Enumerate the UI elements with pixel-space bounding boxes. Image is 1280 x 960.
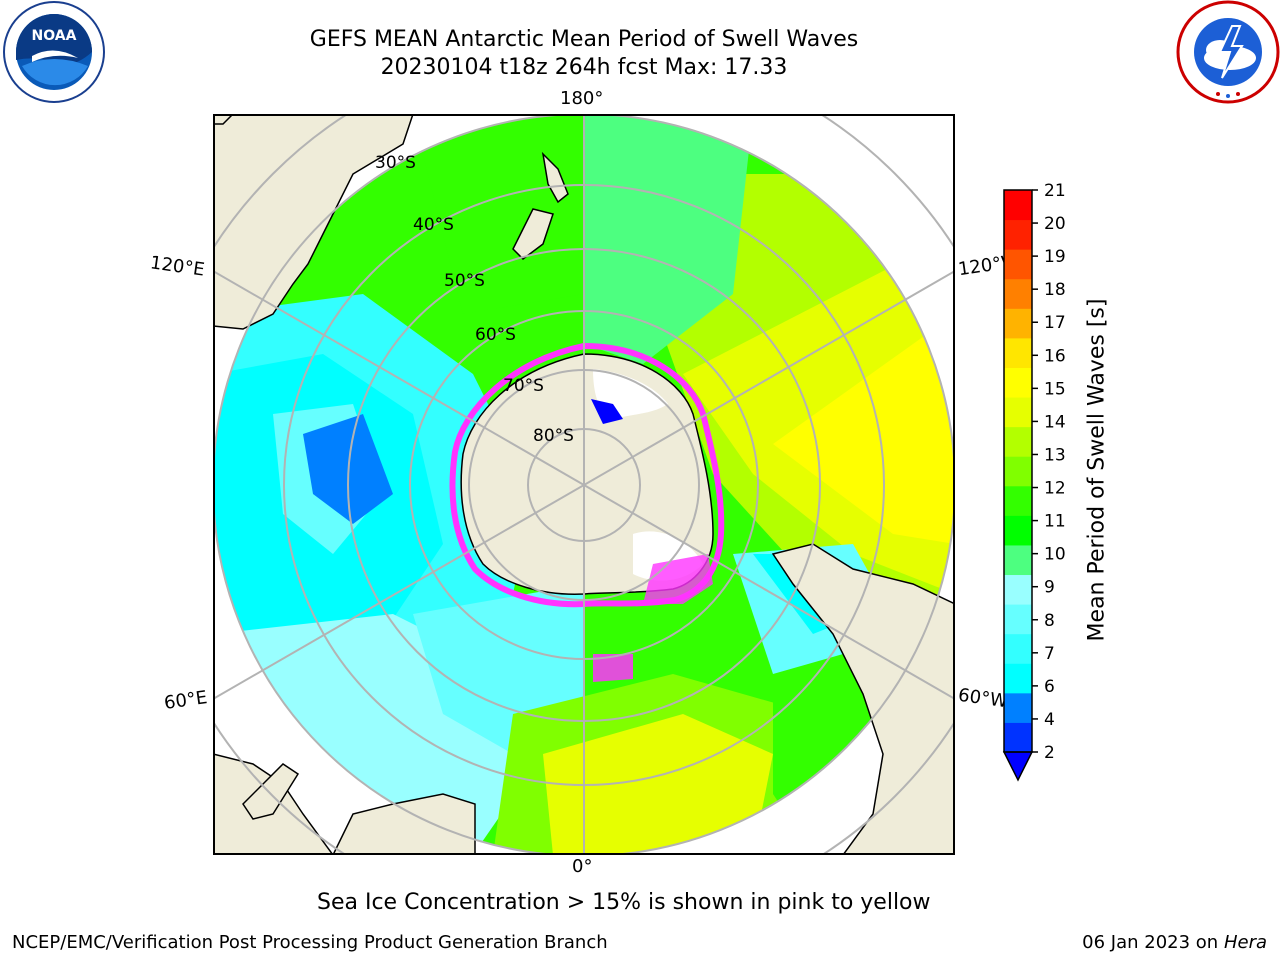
colorbar-bin bbox=[1004, 337, 1032, 368]
lon-label-120e: 120°E bbox=[148, 252, 206, 281]
colorbar-tick-label: 21 bbox=[1044, 181, 1066, 201]
colorbar-tick-label: 10 bbox=[1044, 545, 1066, 565]
colorbar-label: Mean Period of Swell Waves [s] bbox=[1084, 298, 1110, 642]
lat-label-60s: 60°S bbox=[475, 325, 516, 345]
svg-text:NOAA: NOAA bbox=[32, 28, 77, 44]
lat-label-80s: 80°S bbox=[533, 426, 574, 446]
colorbar-bin bbox=[1004, 397, 1032, 428]
colorbar-tick-label: 20 bbox=[1044, 214, 1066, 234]
colorbar-bin bbox=[1004, 722, 1032, 753]
footer-host: Hera bbox=[1223, 932, 1267, 953]
lat-label-50s: 50°S bbox=[444, 271, 485, 291]
lon-label-180: 180° bbox=[560, 88, 604, 109]
land bbox=[213, 114, 955, 855]
colorbar-bin bbox=[1004, 426, 1032, 457]
polar-map: 30°S 40°S 50°S 60°S 70°S 80°S bbox=[213, 114, 955, 855]
colorbar-bin bbox=[1004, 574, 1032, 605]
colorbar-tick-label: 9 bbox=[1044, 578, 1055, 598]
colorbar-bin bbox=[1004, 663, 1032, 694]
nws-logo bbox=[1176, 0, 1280, 104]
colorbar-tick-label: 15 bbox=[1044, 379, 1066, 399]
colorbar-bin bbox=[1004, 249, 1032, 280]
lon-label-60e: 60°E bbox=[162, 687, 209, 714]
colorbar-tick-label: 8 bbox=[1044, 611, 1055, 631]
antarctica bbox=[449, 342, 725, 682]
colorbar-bin bbox=[1004, 633, 1032, 664]
lat-label-30s: 30°S bbox=[375, 153, 416, 173]
footer-branch: NCEP/EMC/Verification Post Processing Pr… bbox=[12, 932, 608, 953]
graticule bbox=[213, 114, 955, 855]
chart-subtitle: 20230104 t18z 264h fcst Max: 17.33 bbox=[380, 55, 788, 80]
colorbar-bin bbox=[1004, 485, 1032, 516]
colorbar-tick-label: 2 bbox=[1044, 743, 1055, 763]
colorbar-frame bbox=[1003, 189, 1033, 753]
sea-ice-note: Sea Ice Concentration > 15% is shown in … bbox=[317, 890, 931, 915]
colorbar-tick-label: 19 bbox=[1044, 247, 1066, 267]
colorbar-extend-arrow bbox=[1002, 751, 1034, 782]
colorbar-tick-label: 4 bbox=[1044, 710, 1055, 730]
colorbar-tick-label: 6 bbox=[1044, 677, 1055, 697]
chart-title: GEFS MEAN Antarctic Mean Period of Swell… bbox=[309, 27, 859, 52]
colorbar-tick-label: 18 bbox=[1044, 280, 1066, 300]
colorbar-tick-label: 17 bbox=[1044, 313, 1066, 333]
colorbar-bin bbox=[1004, 367, 1032, 398]
colorbar-bin bbox=[1004, 515, 1032, 546]
colorbar-bin bbox=[1004, 456, 1032, 487]
colorbar-bin bbox=[1004, 308, 1032, 339]
colorbar: 2 4 6 7 8 9 10 11 12 13 14 15 16 17 18 19 20 21 bbox=[1002, 181, 1066, 782]
colorbar-tick-label: 11 bbox=[1044, 512, 1066, 532]
colorbar-bin bbox=[1004, 544, 1032, 576]
colorbar-bin bbox=[1004, 692, 1032, 723]
colorbar-tick-label: 16 bbox=[1044, 346, 1066, 366]
colorbar-tick-label: 7 bbox=[1044, 644, 1055, 664]
colorbar-tick-label: 13 bbox=[1044, 445, 1066, 465]
colorbar-bin bbox=[1004, 278, 1032, 309]
lon-label-0: 0° bbox=[572, 856, 593, 877]
lat-label-70s: 70°S bbox=[503, 376, 544, 396]
footer-date: 06 Jan 2023 on Hera bbox=[1082, 932, 1267, 953]
colorbar-bin bbox=[1004, 219, 1032, 250]
map-frame bbox=[213, 114, 955, 855]
colorbar-tick-label: 12 bbox=[1044, 479, 1066, 499]
noaa-logo: NOAA bbox=[3, 1, 105, 103]
colorbar-bin bbox=[1004, 190, 1032, 221]
colorbar-tick-label: 14 bbox=[1044, 412, 1066, 432]
colorbar-bin bbox=[1004, 604, 1032, 635]
lat-label-40s: 40°S bbox=[413, 215, 454, 235]
footer-date-text: 06 Jan 2023 on bbox=[1082, 932, 1224, 953]
